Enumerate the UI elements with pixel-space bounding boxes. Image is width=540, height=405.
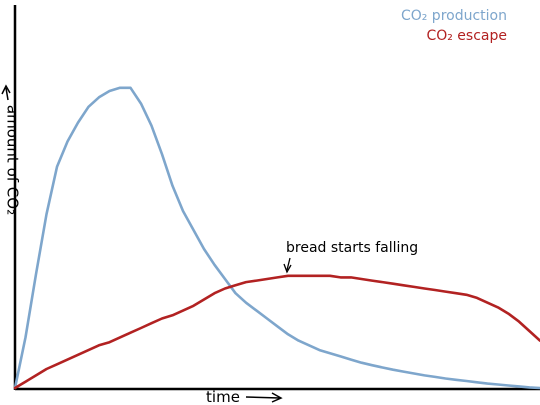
legend-entry-co2-production: CO₂ production xyxy=(401,8,507,24)
series-layer xyxy=(13,86,540,390)
annotation-bread-starts-falling: bread starts falling xyxy=(286,240,418,256)
y-axis-arrow-icon xyxy=(1,84,11,101)
legend-entry-co2-escape: CO₂ escape xyxy=(426,28,507,44)
legend: CO₂ production CO₂ escape xyxy=(401,8,507,44)
series-line-co2-escape xyxy=(13,274,540,390)
series-line-co2-production xyxy=(13,86,540,390)
y-axis-label: amount of CO₂ xyxy=(4,105,22,215)
annotation-arrow-icon xyxy=(283,257,292,274)
x-axis-label: time xyxy=(206,388,240,405)
y-axis-label-group: amount of CO₂ xyxy=(4,105,22,215)
x-axis-arrow-icon xyxy=(245,392,283,403)
